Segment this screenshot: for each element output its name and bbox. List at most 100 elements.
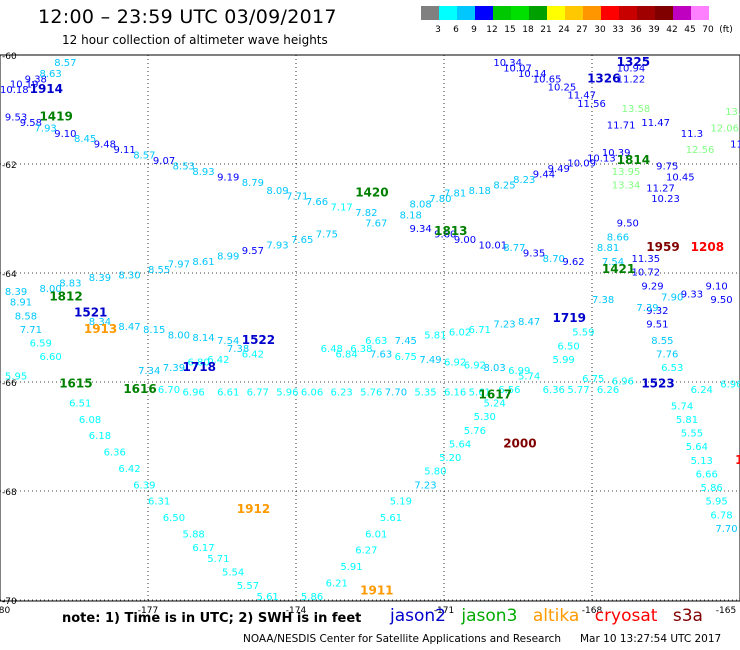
wave-height-value: 5.76 — [360, 388, 382, 399]
wave-height-value: 13.95 — [612, 167, 641, 178]
wave-height-value: 6.23 — [331, 388, 353, 399]
wave-height-value: 6.96 — [612, 377, 634, 388]
wave-height-value: 9.58 — [20, 118, 42, 129]
pass-time-label: 1325 — [617, 55, 650, 69]
wave-height-value: 5.81 — [676, 415, 698, 426]
wave-height-value: 5.86 — [301, 592, 323, 603]
wave-height-value: 6.60 — [39, 352, 61, 363]
wave-height-value: 10.09 — [567, 159, 596, 170]
color-swatch — [637, 6, 655, 20]
pass-time-label: 1814 — [617, 153, 650, 167]
wave-height-value: 6.38 — [350, 344, 372, 355]
wave-height-value: 7.49 — [419, 355, 441, 366]
wave-height-value: 9.51 — [646, 320, 668, 331]
wave-height-value: 7.39 — [163, 363, 185, 374]
wave-height-value: 9.32 — [646, 306, 668, 317]
color-scale-label: 3 — [435, 25, 441, 35]
wave-height-value: 13.34 — [612, 181, 641, 192]
wave-height-value: 9.75 — [656, 161, 678, 172]
pass-time-label: 1616 — [123, 382, 156, 396]
color-scale-legend: 3 6 9 12 15 18 21 24 27 30 33 36 39 42 45 70 (ft) — [421, 6, 733, 35]
wave-height-value: 10.14 — [518, 69, 547, 80]
wave-height-value: 8.39 — [5, 287, 27, 298]
wave-height-value: 7.17 — [331, 202, 353, 213]
wave-height-value: 8.55 — [148, 265, 170, 276]
wave-height-value: 6.59 — [30, 339, 52, 350]
wave-height-value: 6.42 — [118, 464, 140, 475]
wave-height-value: 6.77 — [247, 388, 269, 399]
wave-height-values: 10.1810.199.388.638.579.539.587.939.108.… — [0, 58, 740, 603]
color-swatch — [619, 6, 637, 20]
wave-height-value: 5.99 — [553, 355, 575, 366]
longitude-tick: -180 — [0, 606, 10, 616]
wave-height-value: 5.74 — [671, 401, 693, 412]
wave-height-value: 8.14 — [192, 333, 214, 344]
page-title: 12:00 – 23:59 UTC 03/09/2017 — [38, 6, 337, 28]
pass-time-label: 12 — [735, 453, 740, 467]
wave-height-value: 5.13 — [691, 456, 713, 467]
color-scale-label: 70 — [702, 25, 714, 35]
footnote: note: 1) Time is in UTC; 2) SWH is in fe… — [62, 611, 362, 626]
color-swatch — [529, 6, 547, 20]
wave-height-value: 9.44 — [533, 170, 555, 181]
wave-height-value: 7.38 — [227, 344, 249, 355]
longitude-tick: -165 — [716, 606, 736, 616]
wave-height-value: 5.61 — [469, 388, 491, 399]
wave-height-value: 8.83 — [59, 279, 81, 290]
wave-height-value: 9.50 — [617, 219, 639, 230]
pass-time-label: 2000 — [503, 436, 536, 450]
wave-height-value: 10.23 — [651, 194, 680, 205]
wave-height-value: 6.17 — [192, 543, 214, 554]
wave-height-value: 7.70 — [385, 388, 407, 399]
wave-height-value: 10.65 — [533, 74, 562, 85]
wave-height-value: 11.22 — [617, 74, 646, 85]
wave-height-value: 7.93 — [35, 123, 57, 134]
wave-height-value: 6.63 — [365, 336, 387, 347]
color-swatch — [511, 6, 529, 20]
pass-time-label: 1421 — [602, 262, 635, 276]
wave-height-value: 6.21 — [326, 578, 348, 589]
longitude-tick: -168 — [582, 606, 603, 616]
wave-height-value: 6.02 — [449, 328, 471, 339]
wave-height-value: 6.56 — [498, 385, 520, 396]
color-swatch — [601, 6, 619, 20]
color-scale-swatches — [421, 6, 709, 20]
color-scale-label: 45 — [684, 25, 695, 35]
color-scale-label: 33 — [612, 25, 623, 35]
pass-time-labels: 1914 1419 1325 1326 1420 1813 1814 1959 1208 1421… — [30, 55, 740, 598]
color-swatch — [493, 6, 511, 20]
wave-height-value: 8.99 — [217, 251, 239, 262]
mission-s3a: s3a — [672, 606, 703, 626]
pass-time-label: 1959 — [646, 240, 679, 254]
pass-time-label: 1523 — [641, 376, 674, 390]
mission-jason3: jason3 — [461, 606, 518, 626]
latitude-tick-labels: -60 -62 -64 -66 -68 -70 — [2, 52, 17, 607]
color-swatch — [673, 6, 691, 20]
color-scale-label: 36 — [630, 25, 642, 35]
wave-height-value: 7.97 — [168, 260, 190, 271]
wave-height-value: 5.57 — [237, 581, 259, 592]
wave-height-value: 9.11 — [113, 145, 135, 156]
wave-height-value: 7.71 — [20, 325, 42, 336]
wave-height-value: 8.39 — [89, 273, 111, 284]
wave-height-value: 8.34 — [89, 317, 111, 328]
wave-height-value: 7.71 — [286, 191, 308, 202]
latitude-tick: -62 — [2, 161, 17, 171]
latitude-tick: -66 — [2, 379, 17, 389]
wave-height-value: 13.58 — [622, 104, 651, 115]
mission-cryosat: cryosat — [594, 606, 658, 626]
wave-height-value: 8.03 — [483, 363, 505, 374]
wave-height-value: 9.29 — [641, 281, 663, 292]
wave-height-value: 11.3 — [681, 129, 703, 140]
wave-height-value: 8.47 — [118, 322, 140, 333]
wave-height-value: 6.75 — [395, 352, 417, 363]
wave-height-value: 10.19 — [10, 80, 39, 91]
pass-time-label: 1326 — [587, 71, 620, 85]
pass-time-label: 1521 — [74, 306, 107, 320]
wave-height-value: 8.93 — [192, 167, 214, 178]
wave-height-value: 7.45 — [395, 336, 417, 347]
color-scale-label: 27 — [576, 25, 587, 35]
wave-height-value: 5.95 — [705, 497, 727, 508]
generation-timestamp: Mar 10 13:27:54 UTC 2017 — [580, 633, 722, 645]
credit-line: NOAA/NESDIS Center for Satellite Applica… — [243, 633, 561, 645]
